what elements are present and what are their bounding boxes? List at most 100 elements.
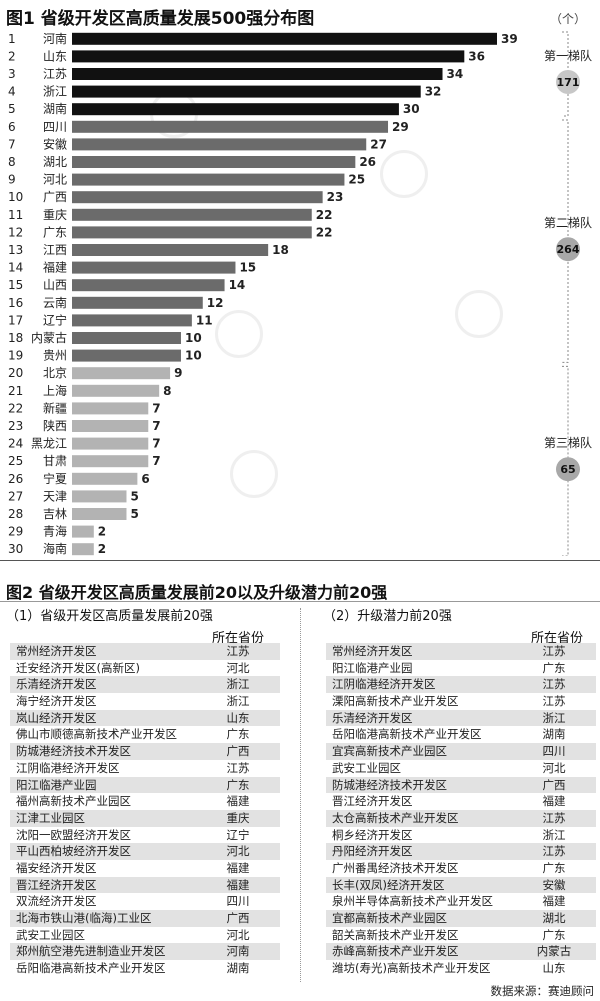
category-label: 山东 [43, 49, 67, 63]
province-cell: 河北 [226, 927, 250, 942]
bar-海南 [72, 543, 94, 556]
right-table: 常州经济开发区 江苏 阳江临港产业园 广东 江阴临港经济开发区 江苏 溧阳高新技术产业开发区… [326, 643, 596, 977]
category-label: 安徽 [43, 136, 67, 151]
province-cell: 山东 [226, 710, 250, 725]
rank-label: 16 [8, 296, 23, 310]
zone-name: 溧阳高新技术产业开发区 [332, 694, 459, 709]
zone-name: 佛山市顺德高新技术产业开发区 [16, 727, 177, 742]
value-label: 2 [98, 542, 106, 556]
value-label: 14 [229, 278, 246, 292]
rank-label: 7 [8, 137, 16, 151]
province-cell: 广东 [226, 727, 250, 742]
rank-label: 26 [8, 472, 23, 486]
rank-label: 21 [8, 384, 23, 398]
bar-广东 [72, 226, 312, 239]
rank-label: 3 [8, 67, 16, 81]
table-row: 常州经济开发区 江苏 [326, 643, 596, 660]
value-label: 22 [316, 225, 333, 239]
category-label: 河北 [43, 173, 67, 187]
zone-name: 福安经济开发区 [16, 860, 97, 875]
table-row: 北海市铁山港(临海)工业区 广西 [10, 910, 280, 927]
section-divider [0, 601, 600, 602]
province-cell: 湖北 [542, 911, 566, 925]
zone-name: 长丰(双凤)经济开发区 [332, 877, 445, 892]
category-label: 广东 [43, 225, 67, 239]
table-row: 桐乡经济开发区 浙江 [326, 827, 596, 844]
rank-label: 14 [8, 261, 23, 275]
value-label: 22 [316, 208, 333, 222]
category-label: 河南 [43, 31, 67, 46]
province-cell: 四川 [542, 744, 566, 759]
value-label: 34 [447, 67, 464, 81]
bar-湖南 [72, 103, 399, 116]
zone-name: 乐清经济开发区 [332, 710, 413, 725]
province-cell: 江苏 [226, 644, 250, 658]
rank-label: 1 [8, 32, 16, 46]
rank-label: 29 [8, 525, 23, 539]
bar-河南 [72, 32, 497, 45]
tier-total: 65 [560, 463, 575, 476]
zone-name: 乐清经济开发区 [16, 677, 97, 692]
table-row: 溧阳高新技术产业开发区 江苏 [326, 693, 596, 710]
value-label: 7 [152, 454, 160, 468]
rank-label: 4 [8, 85, 16, 99]
rank-label: 5 [8, 102, 16, 116]
category-label: 青海 [43, 524, 67, 539]
zone-name: 迁安经济开发区(高新区) [16, 660, 140, 675]
table-row: 江阴临港经济开发区 江苏 [326, 676, 596, 694]
zone-name: 太仓高新技术产业开发区 [332, 810, 459, 825]
rank-label: 23 [8, 419, 23, 433]
zone-name: 晋江经济开发区 [16, 877, 97, 892]
rank-label: 20 [8, 366, 23, 380]
province-cell: 河北 [542, 760, 566, 775]
bar-贵州 [72, 349, 181, 362]
bar-江西 [72, 244, 269, 256]
value-label: 27 [370, 137, 387, 151]
bar-山东 [72, 50, 465, 63]
rank-label: 12 [8, 225, 23, 239]
zone-name: 江阴临港经济开发区 [332, 677, 436, 692]
category-label: 湖南 [43, 101, 67, 116]
table-row: 福安经济开发区 福建 [10, 860, 280, 877]
table-row: 江津工业园区 重庆 [10, 809, 280, 827]
table-row: 晋江经济开发区 福建 [10, 876, 280, 894]
province-cell: 广西 [226, 744, 250, 759]
value-label: 36 [468, 49, 485, 63]
category-label: 福建 [43, 260, 67, 275]
right-table-column-header: 所在省份 [531, 631, 584, 646]
category-label: 辽宁 [43, 312, 67, 327]
rank-label: 9 [8, 173, 16, 187]
bar-福建 [72, 261, 236, 274]
zone-name: 广州番禺经济技术开发区 [332, 860, 459, 875]
zone-name: 郑州航空港先进制造业开发区 [16, 944, 166, 959]
table-row: 宜都高新技术产业园区 湖北 [326, 910, 596, 927]
bar-黑龙江 [72, 437, 149, 450]
bar-四川 [72, 120, 389, 133]
value-label: 2 [98, 525, 106, 539]
value-label: 12 [207, 296, 224, 310]
province-cell: 内蒙古 [536, 944, 572, 959]
category-label: 天津 [43, 489, 67, 503]
category-label: 贵州 [43, 349, 67, 363]
value-label: 5 [130, 489, 138, 503]
bar-青海 [72, 525, 94, 538]
zone-name: 双流经济开发区 [16, 894, 97, 909]
right-table-subtitle: （2）升级潜力前20强 [323, 609, 452, 624]
province-cell: 湖南 [226, 961, 250, 976]
table-row: 阳江临港产业园 广东 [326, 660, 596, 677]
category-label: 新疆 [43, 400, 67, 415]
table-row: 岳阳临港高新技术产业开发区 湖南 [10, 960, 280, 977]
zone-name: 宜宾高新技术产业园区 [332, 744, 447, 759]
table-row: 防城港经济技术开发区 广西 [326, 776, 596, 794]
value-label: 10 [185, 349, 202, 363]
value-label: 32 [425, 85, 442, 99]
table-separator [300, 608, 301, 982]
province-cell: 浙江 [226, 694, 250, 709]
zone-name: 岳阳临港高新技术产业开发区 [16, 961, 166, 976]
zone-name: 武安工业园区 [16, 927, 85, 942]
category-label: 黑龙江 [31, 437, 67, 451]
rank-label: 13 [8, 243, 23, 257]
category-label: 浙江 [43, 85, 67, 99]
zone-name: 海宁经济开发区 [16, 694, 97, 709]
zone-name: 江阴临港经济开发区 [16, 760, 120, 775]
